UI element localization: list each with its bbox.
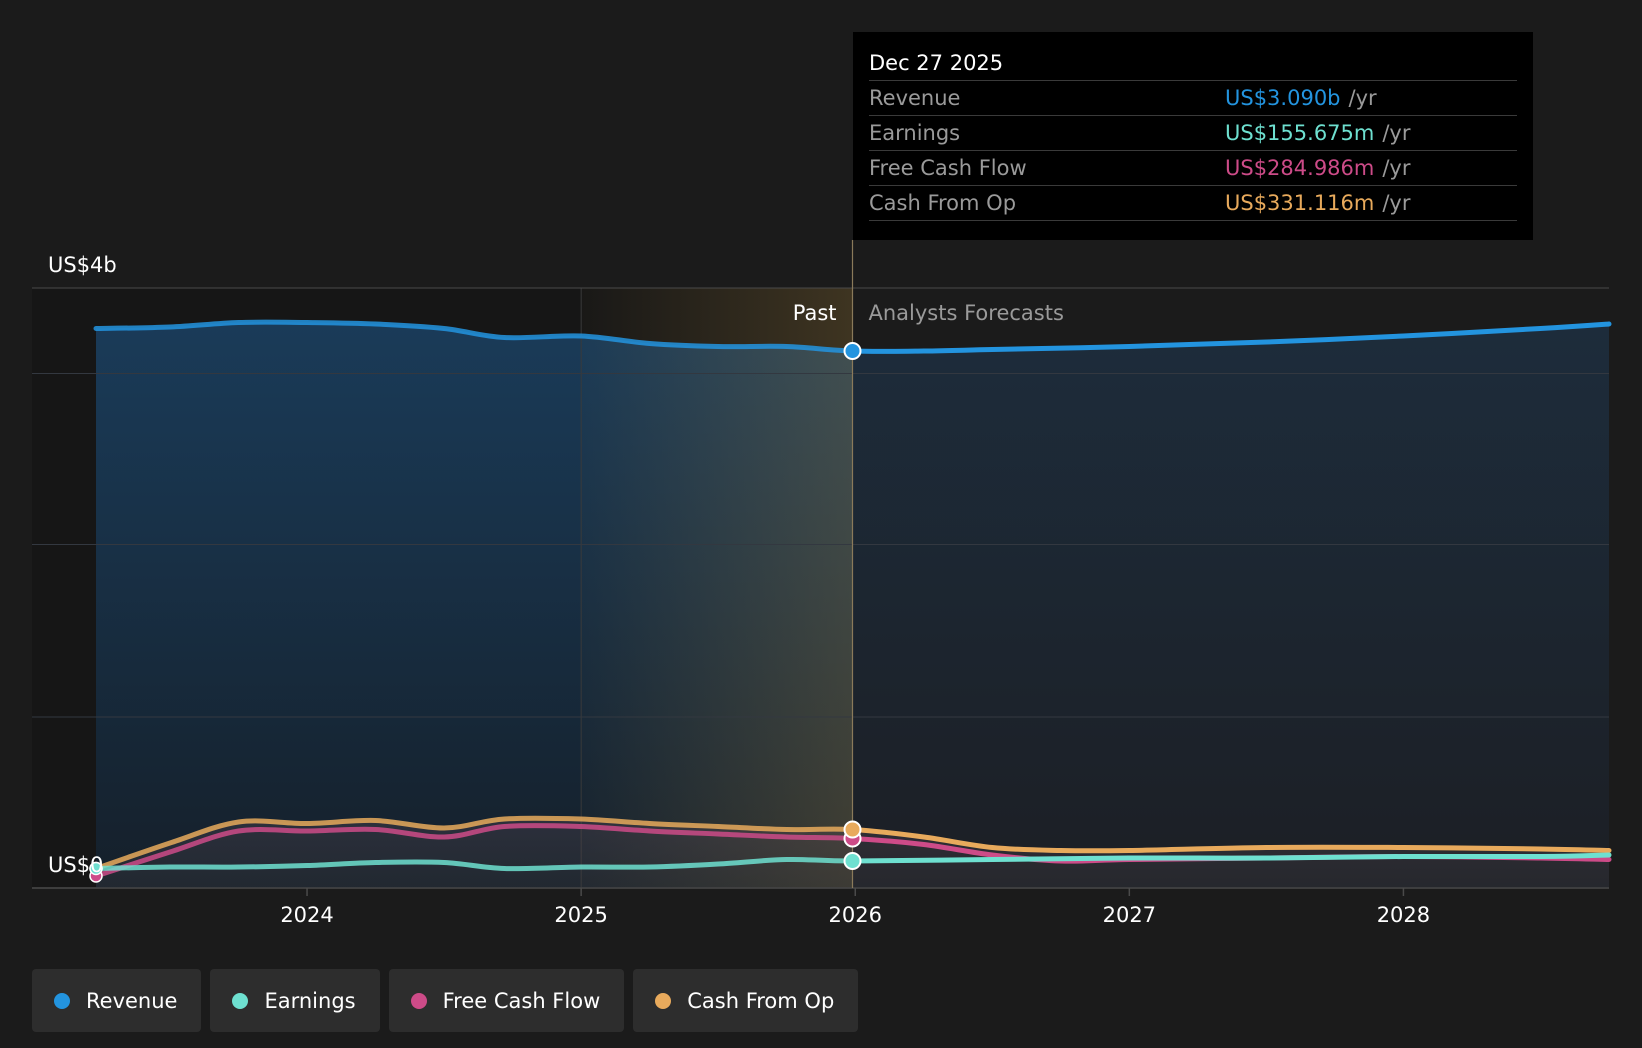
past-highlight-band xyxy=(581,288,853,888)
tooltip-value: US$284.986m xyxy=(1225,156,1375,180)
tooltip-value: US$155.675m xyxy=(1225,121,1375,145)
tooltip-date: Dec 27 2025 xyxy=(869,46,1517,81)
legend-item-cash-from-op[interactable]: Cash From Op xyxy=(633,969,859,1032)
cash-from-op-line-forecast xyxy=(852,826,1612,854)
x-tick-label: 2024 xyxy=(280,903,333,927)
legend-dot-icon xyxy=(655,992,672,1009)
x-tick-label: 2025 xyxy=(554,903,607,927)
tooltip-value: US$3.090b xyxy=(1225,86,1341,110)
legend-label: Revenue xyxy=(86,988,178,1013)
legend-dot-icon xyxy=(410,992,427,1009)
revenue-line-past xyxy=(93,319,853,354)
tooltip-unit: /yr xyxy=(1382,191,1411,215)
chart-legend: Revenue Earnings Free Cash Flow Cash Fro… xyxy=(32,969,859,1032)
tooltip-unit: /yr xyxy=(1348,86,1377,110)
revenue-area-forecast xyxy=(852,324,1609,888)
legend-item-earnings[interactable]: Earnings xyxy=(210,969,380,1032)
y-axis-top-label: US$4b xyxy=(48,253,117,277)
tooltip-value: US$331.116m xyxy=(1225,191,1375,215)
cash-from-op-line-past xyxy=(93,815,853,871)
legend-item-revenue[interactable]: Revenue xyxy=(32,969,202,1032)
tooltip-label: Free Cash Flow xyxy=(869,156,1027,180)
series-start-point xyxy=(89,861,103,876)
tooltip-label: Earnings xyxy=(869,121,961,145)
tooltip-label: Cash From Op xyxy=(869,191,1017,215)
earnings-line-forecast xyxy=(852,852,1612,864)
earnings-marker xyxy=(843,852,862,870)
legend-label: Free Cash Flow xyxy=(442,988,601,1013)
past-label: Past xyxy=(793,301,837,325)
legend-dot-icon xyxy=(54,992,70,1009)
tooltip-row-revenue: Revenue US$3.090b /yr xyxy=(869,81,1517,116)
revenue-marker xyxy=(843,342,862,360)
tooltip-row-earnings: Earnings US$155.675m /yr xyxy=(869,116,1517,151)
revenue-line-forecast xyxy=(852,321,1612,354)
tooltip-row-free-cash-flow: Free Cash Flow US$284.986m /yr xyxy=(869,151,1517,186)
tooltip-label: Revenue xyxy=(869,86,961,110)
legend-dot-icon xyxy=(232,992,249,1009)
forecast-label: Analysts Forecasts xyxy=(869,301,1064,325)
x-tick-label: 2026 xyxy=(829,903,882,927)
hover-tooltip: Dec 27 2025 Revenue US$3.090b /yr Earnin… xyxy=(853,32,1533,240)
legend-label: Cash From Op xyxy=(687,988,835,1013)
free-cash-flow-line-past xyxy=(93,823,853,879)
earnings-line-past xyxy=(93,856,853,872)
x-tick-label: 2027 xyxy=(1103,903,1156,927)
legend-label: Earnings xyxy=(264,988,356,1013)
tooltip-unit: /yr xyxy=(1382,156,1411,180)
legend-item-free-cash-flow[interactable]: Free Cash Flow xyxy=(388,969,625,1032)
tooltip-row-cash-from-op: Cash From Op US$331.116m /yr xyxy=(869,186,1517,221)
x-tick-label: 2028 xyxy=(1377,903,1430,927)
cash-from-op-marker xyxy=(843,820,862,839)
tooltip-unit: /yr xyxy=(1382,121,1411,145)
y-axis-bottom-label: US$0 xyxy=(48,853,103,877)
